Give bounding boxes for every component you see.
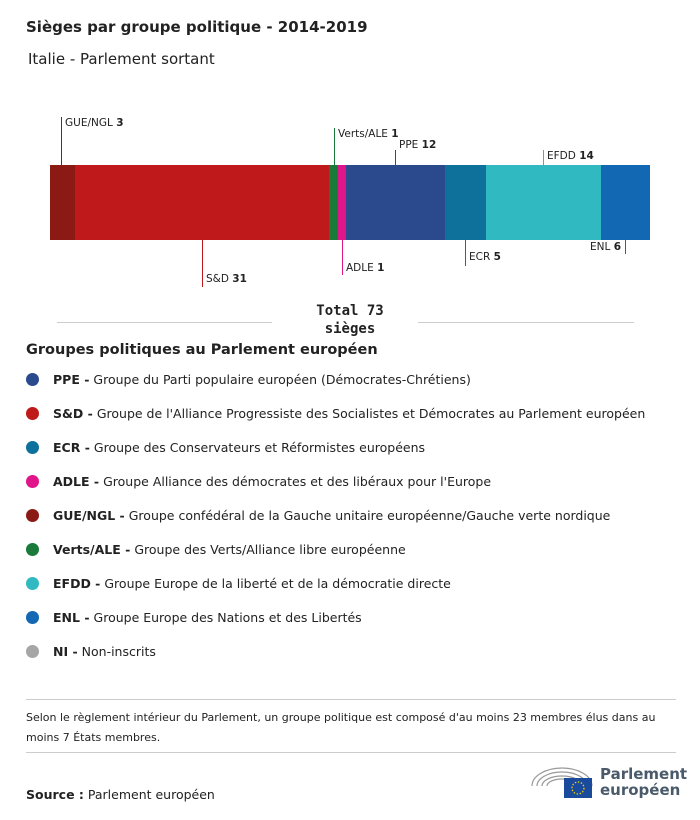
bar-segment-gue-ngl: [50, 165, 75, 240]
segment-name: GUE/NGL: [65, 117, 117, 129]
legend-desc: Groupe Alliance des démocrates et des li…: [103, 474, 492, 489]
source-value: Parlement européen: [87, 787, 215, 802]
legend-desc: Groupe confédéral de la Gauche unitaire …: [128, 508, 611, 523]
legend-dot-icon: [26, 611, 39, 624]
segment-value: 14: [579, 150, 594, 162]
divider-right: [418, 322, 634, 323]
source: Source : Parlement européen: [26, 787, 215, 802]
segment-name: ENL: [590, 241, 614, 253]
legend-abbr: Verts/ALE -: [53, 542, 131, 557]
bar-segment-verts-ale: [329, 165, 338, 240]
legend-abbr: ADLE -: [53, 474, 100, 489]
segment-value: 3: [116, 117, 124, 129]
legend-desc: Groupe des Conservateurs et Réformistes …: [93, 440, 426, 455]
segment-name: PPE: [399, 139, 422, 151]
legend-item: GUE/NGL - Groupe confédéral de la Gauche …: [26, 508, 610, 523]
segment-name: EFDD: [547, 150, 580, 162]
segment-name: S&D: [206, 273, 233, 285]
legend-desc: Groupe du Parti populaire européen (Démo…: [93, 372, 471, 387]
bar-segment-ecr: [444, 165, 486, 240]
bar-segment-s-d: [74, 165, 330, 240]
chart-title: Sièges par groupe politique - 2014-2019: [26, 18, 368, 36]
legend-item: Verts/ALE - Groupe des Verts/Alliance lib…: [26, 542, 406, 557]
segment-label: PPE 12: [399, 139, 436, 151]
segment-label: Verts/ALE 1: [338, 128, 399, 140]
legend-desc: Groupe de l'Alliance Progressiste des So…: [96, 406, 646, 421]
ep-logo: Parlement européen: [530, 760, 687, 805]
bar-segment-enl: [600, 165, 650, 240]
leader-line: [625, 240, 626, 254]
legend-abbr: ECR -: [53, 440, 90, 455]
logo-text: européen: [600, 781, 681, 799]
leader-line: [202, 240, 203, 287]
divider: [26, 699, 676, 700]
legend-title: Groupes politiques au Parlement européen: [26, 342, 378, 358]
segment-value: 6: [613, 241, 621, 253]
segment-name: ECR: [469, 251, 494, 263]
legend-desc: Non-inscrits: [81, 644, 156, 659]
legend-abbr: NI -: [53, 644, 78, 659]
legend-desc: Groupe des Verts/Alliance libre européen…: [134, 542, 406, 557]
divider-left: [57, 322, 272, 323]
segment-value: 1: [377, 262, 385, 274]
footnote: Selon le règlement intérieur du Parlemen…: [26, 711, 656, 744]
legend-item: EFDD - Groupe Europe de la liberté et de …: [26, 576, 451, 591]
segment-value: 31: [232, 273, 247, 285]
legend-dot-icon: [26, 509, 39, 522]
legend-dot-icon: [26, 577, 39, 590]
logo-text: Parlement: [600, 765, 688, 783]
source-label: Source :: [26, 787, 84, 802]
segment-value: 1: [391, 128, 399, 140]
segment-name: ADLE: [346, 262, 378, 274]
legend-desc: Groupe Europe des Nations et des Liberté…: [93, 610, 362, 625]
legend-abbr: EFDD -: [53, 576, 101, 591]
legend-desc: Groupe Europe de la liberté et de la dém…: [104, 576, 451, 591]
segment-label: S&D 31: [206, 273, 247, 285]
legend-item: NI - Non-inscrits: [26, 644, 156, 659]
legend-abbr: ENL -: [53, 610, 90, 625]
legend-dot-icon: [26, 373, 39, 386]
segment-value: 5: [493, 251, 501, 263]
legend-dot-icon: [26, 441, 39, 454]
chart-subtitle: Italie - Parlement sortant: [28, 50, 215, 68]
legend-item: ENL - Groupe Europe des Nations et des Li…: [26, 610, 362, 625]
legend-abbr: GUE/NGL -: [53, 508, 125, 523]
legend-abbr: S&D -: [53, 406, 93, 421]
leader-line: [342, 240, 343, 275]
legend-dot-icon: [26, 543, 39, 556]
leader-line: [465, 240, 466, 266]
legend-item: ADLE - Groupe Alliance des démocrates et …: [26, 474, 491, 489]
leader-line: [61, 117, 62, 165]
segment-name: Verts/ALE: [338, 128, 392, 140]
leader-line: [395, 150, 396, 165]
bar-segment-ppe: [345, 165, 445, 240]
leader-line: [543, 150, 544, 165]
bar-segment-adle: [337, 165, 346, 240]
legend-item: PPE - Groupe du Parti populaire européen …: [26, 372, 471, 387]
segment-label: ENL 6: [590, 241, 621, 253]
legend-dot-icon: [26, 407, 39, 420]
divider: [26, 752, 676, 753]
segment-value: 12: [421, 139, 437, 151]
leader-line: [334, 128, 335, 165]
bar-segment-efdd: [485, 165, 601, 240]
legend-abbr: PPE -: [53, 372, 90, 387]
segment-label: ADLE 1: [346, 262, 384, 274]
total-label: Total 73 sièges: [316, 303, 384, 337]
legend-dot-icon: [26, 645, 39, 658]
hemicycle-icon: [531, 767, 593, 798]
segment-label: ECR 5: [469, 251, 501, 263]
segment-label: GUE/NGL 3: [65, 117, 124, 129]
legend-dot-icon: [26, 475, 39, 488]
legend-item: ECR - Groupe des Conservateurs et Réformi…: [26, 440, 425, 455]
segment-label: EFDD 14: [547, 150, 594, 162]
legend-item: S&D - Groupe de l'Alliance Progressiste d…: [26, 406, 645, 421]
